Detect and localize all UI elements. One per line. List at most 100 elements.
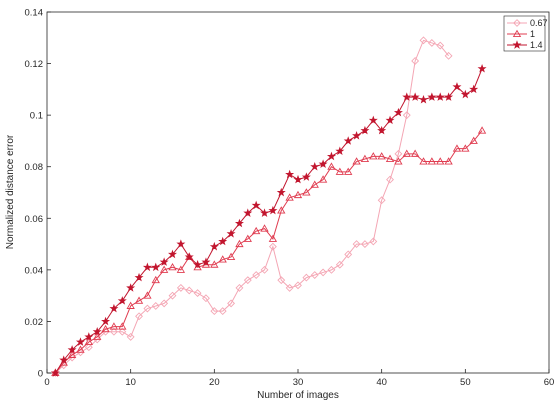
data-point — [159, 265, 169, 273]
data-point — [369, 152, 378, 160]
data-point — [251, 226, 261, 235]
data-point — [151, 275, 160, 284]
data-point — [59, 355, 69, 364]
data-point — [268, 205, 278, 215]
data-point — [218, 255, 227, 263]
data-point — [360, 240, 369, 249]
data-point — [402, 149, 411, 157]
data-point — [84, 343, 93, 352]
legend-label: 1.4 — [530, 40, 543, 50]
data-point — [277, 206, 286, 214]
data-point — [193, 259, 203, 269]
data-point — [319, 268, 328, 277]
x-tick-label: 50 — [460, 377, 471, 388]
data-point — [402, 111, 411, 120]
data-point — [302, 273, 311, 282]
data-point — [84, 332, 94, 341]
data-point — [294, 281, 302, 290]
data-point — [243, 234, 252, 242]
data-point — [210, 260, 219, 268]
data-point — [134, 296, 144, 304]
data-point — [226, 229, 236, 238]
data-point — [285, 283, 294, 292]
data-point — [126, 301, 135, 309]
data-point — [360, 154, 370, 162]
x-tick-label: 30 — [293, 377, 304, 388]
x-tick-label: 60 — [544, 377, 554, 388]
data-point — [202, 294, 210, 303]
data-point — [344, 250, 353, 259]
data-point — [310, 161, 320, 171]
data-point — [118, 327, 127, 336]
x-axis-label: Number of images — [257, 390, 339, 401]
data-point — [335, 260, 344, 269]
data-point — [452, 82, 462, 91]
data-point — [318, 159, 328, 168]
data-point — [118, 322, 127, 330]
data-point — [377, 196, 386, 205]
y-tick-label: 0.08 — [25, 162, 44, 173]
data-point — [444, 92, 454, 101]
data-point — [268, 242, 277, 251]
data-point — [293, 174, 303, 184]
data-point — [276, 187, 286, 197]
y-axis-label: Normalized distance error — [5, 134, 16, 249]
data-point — [411, 57, 420, 65]
data-point — [460, 89, 470, 99]
data-point — [436, 41, 445, 50]
data-point — [477, 126, 487, 134]
data-point — [159, 257, 169, 266]
data-point — [218, 307, 227, 316]
data-point — [310, 271, 319, 279]
series-0.67 — [51, 36, 453, 377]
data-point — [151, 262, 161, 272]
data-point — [101, 316, 111, 326]
data-point — [67, 345, 77, 354]
y-tick-label: 0.1 — [30, 111, 43, 122]
series-1.4 — [50, 64, 487, 377]
x-tick-label: 20 — [209, 377, 220, 388]
data-point — [436, 157, 445, 165]
data-point — [352, 157, 361, 165]
data-point — [201, 257, 211, 266]
data-point — [234, 218, 244, 228]
y-tick-label: 0.02 — [25, 317, 44, 328]
data-point — [109, 303, 119, 313]
data-point — [251, 200, 261, 210]
data-point — [394, 157, 403, 165]
y-tick-label: 0.04 — [25, 265, 44, 276]
data-point — [227, 299, 236, 308]
data-point — [302, 188, 311, 196]
data-point — [343, 136, 353, 145]
data-point — [109, 327, 118, 336]
data-point — [243, 208, 253, 217]
data-point — [109, 322, 119, 330]
data-point — [218, 236, 228, 246]
legend-item: 1 — [507, 29, 535, 39]
x-tick-label: 0 — [44, 377, 49, 388]
data-point — [377, 152, 386, 160]
data-point — [101, 324, 110, 333]
data-point — [335, 146, 345, 156]
data-point — [369, 237, 378, 246]
data-point — [210, 307, 219, 316]
data-point — [76, 345, 85, 353]
data-point — [352, 131, 362, 140]
data-point — [419, 36, 428, 45]
data-point — [344, 167, 353, 175]
data-point — [419, 94, 428, 104]
data-point — [310, 180, 319, 188]
data-point — [92, 327, 102, 336]
data-point — [285, 193, 294, 201]
data-point — [168, 291, 177, 300]
data-point — [126, 283, 136, 292]
data-point — [385, 154, 395, 162]
data-point — [252, 271, 261, 279]
legend-marker — [512, 29, 522, 37]
data-point — [368, 115, 378, 125]
x-axis: 0 10 20 30 40 50 60 — [44, 369, 554, 388]
y-tick-label: 0.14 — [25, 8, 44, 19]
data-point — [126, 332, 135, 341]
data-point — [402, 92, 412, 101]
